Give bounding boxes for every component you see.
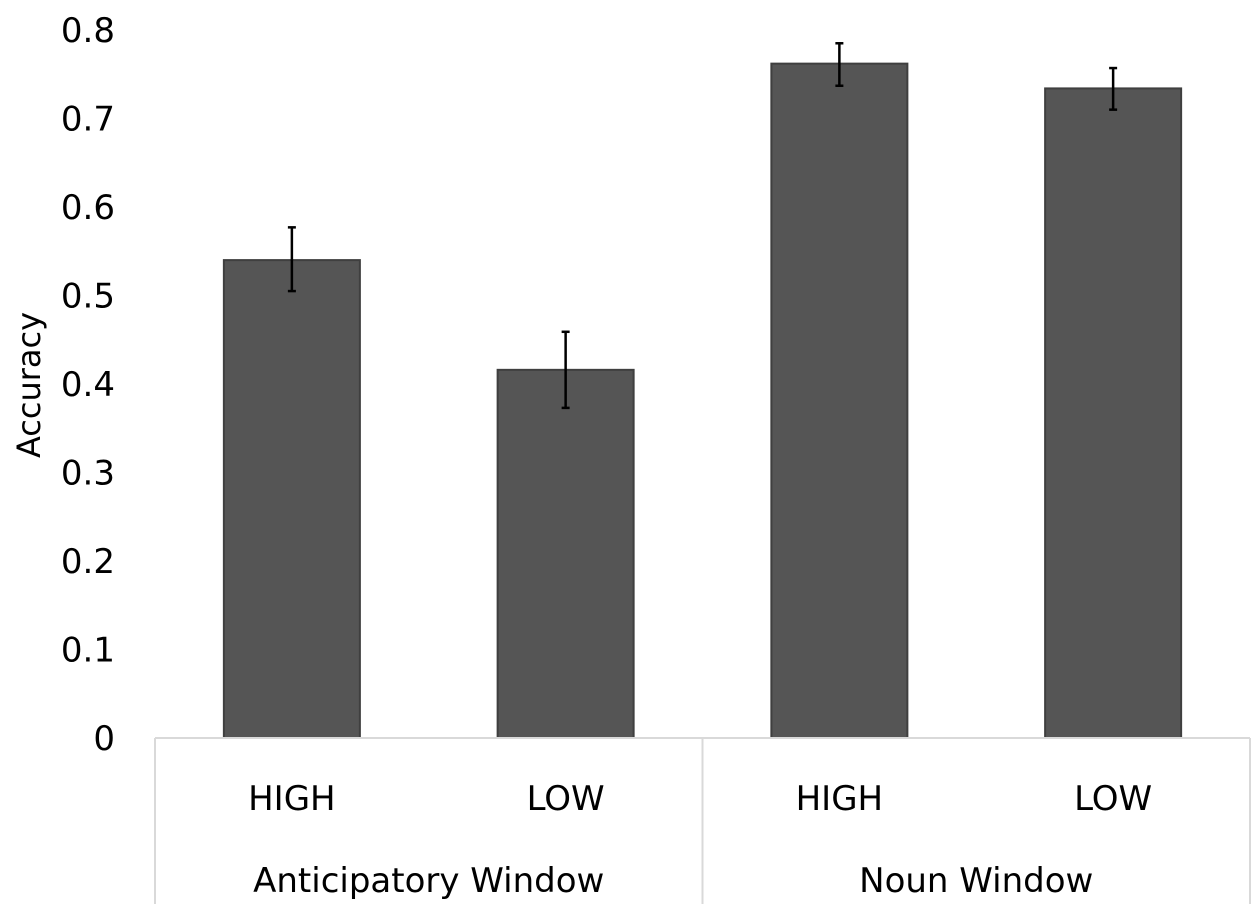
y-tick-label: 0.8 bbox=[61, 11, 115, 51]
error-bar bbox=[561, 330, 570, 410]
y-tick-label: 0.3 bbox=[61, 454, 115, 494]
bar bbox=[496, 368, 635, 739]
x-tick-label: LOW bbox=[527, 779, 605, 819]
bar bbox=[1044, 87, 1183, 740]
x-tick-label: HIGH bbox=[248, 779, 336, 819]
y-tick-label: 0.2 bbox=[61, 542, 115, 582]
error-bar bbox=[835, 42, 844, 88]
bar bbox=[222, 259, 361, 739]
error-bar bbox=[287, 226, 296, 293]
y-axis-label: Accuracy bbox=[10, 312, 48, 458]
y-tick-label: 0.6 bbox=[61, 188, 115, 228]
y-axis-ticks: 0 0.1 0.2 0.3 0.4 0.5 0.6 0.7 0.8 bbox=[61, 11, 115, 759]
bar bbox=[770, 62, 909, 739]
y-tick-label: 0.4 bbox=[61, 365, 115, 405]
y-tick-label: 0 bbox=[93, 719, 115, 759]
x-tick-label: HIGH bbox=[796, 779, 884, 819]
x-group-label: Anticipatory Window bbox=[253, 861, 604, 901]
y-tick-label: 0.5 bbox=[61, 277, 115, 317]
x-group-label: Noun Window bbox=[859, 861, 1093, 901]
y-tick-label: 0.1 bbox=[61, 631, 115, 671]
y-tick-label: 0.7 bbox=[61, 100, 115, 140]
bars bbox=[222, 62, 1183, 740]
error-bars bbox=[287, 42, 1118, 410]
x-tick-label: LOW bbox=[1074, 779, 1152, 819]
error-bar bbox=[1109, 66, 1118, 111]
x-axis: HIGH LOW HIGH LOW Anticipatory Window Noun Wi… bbox=[154, 737, 1251, 904]
